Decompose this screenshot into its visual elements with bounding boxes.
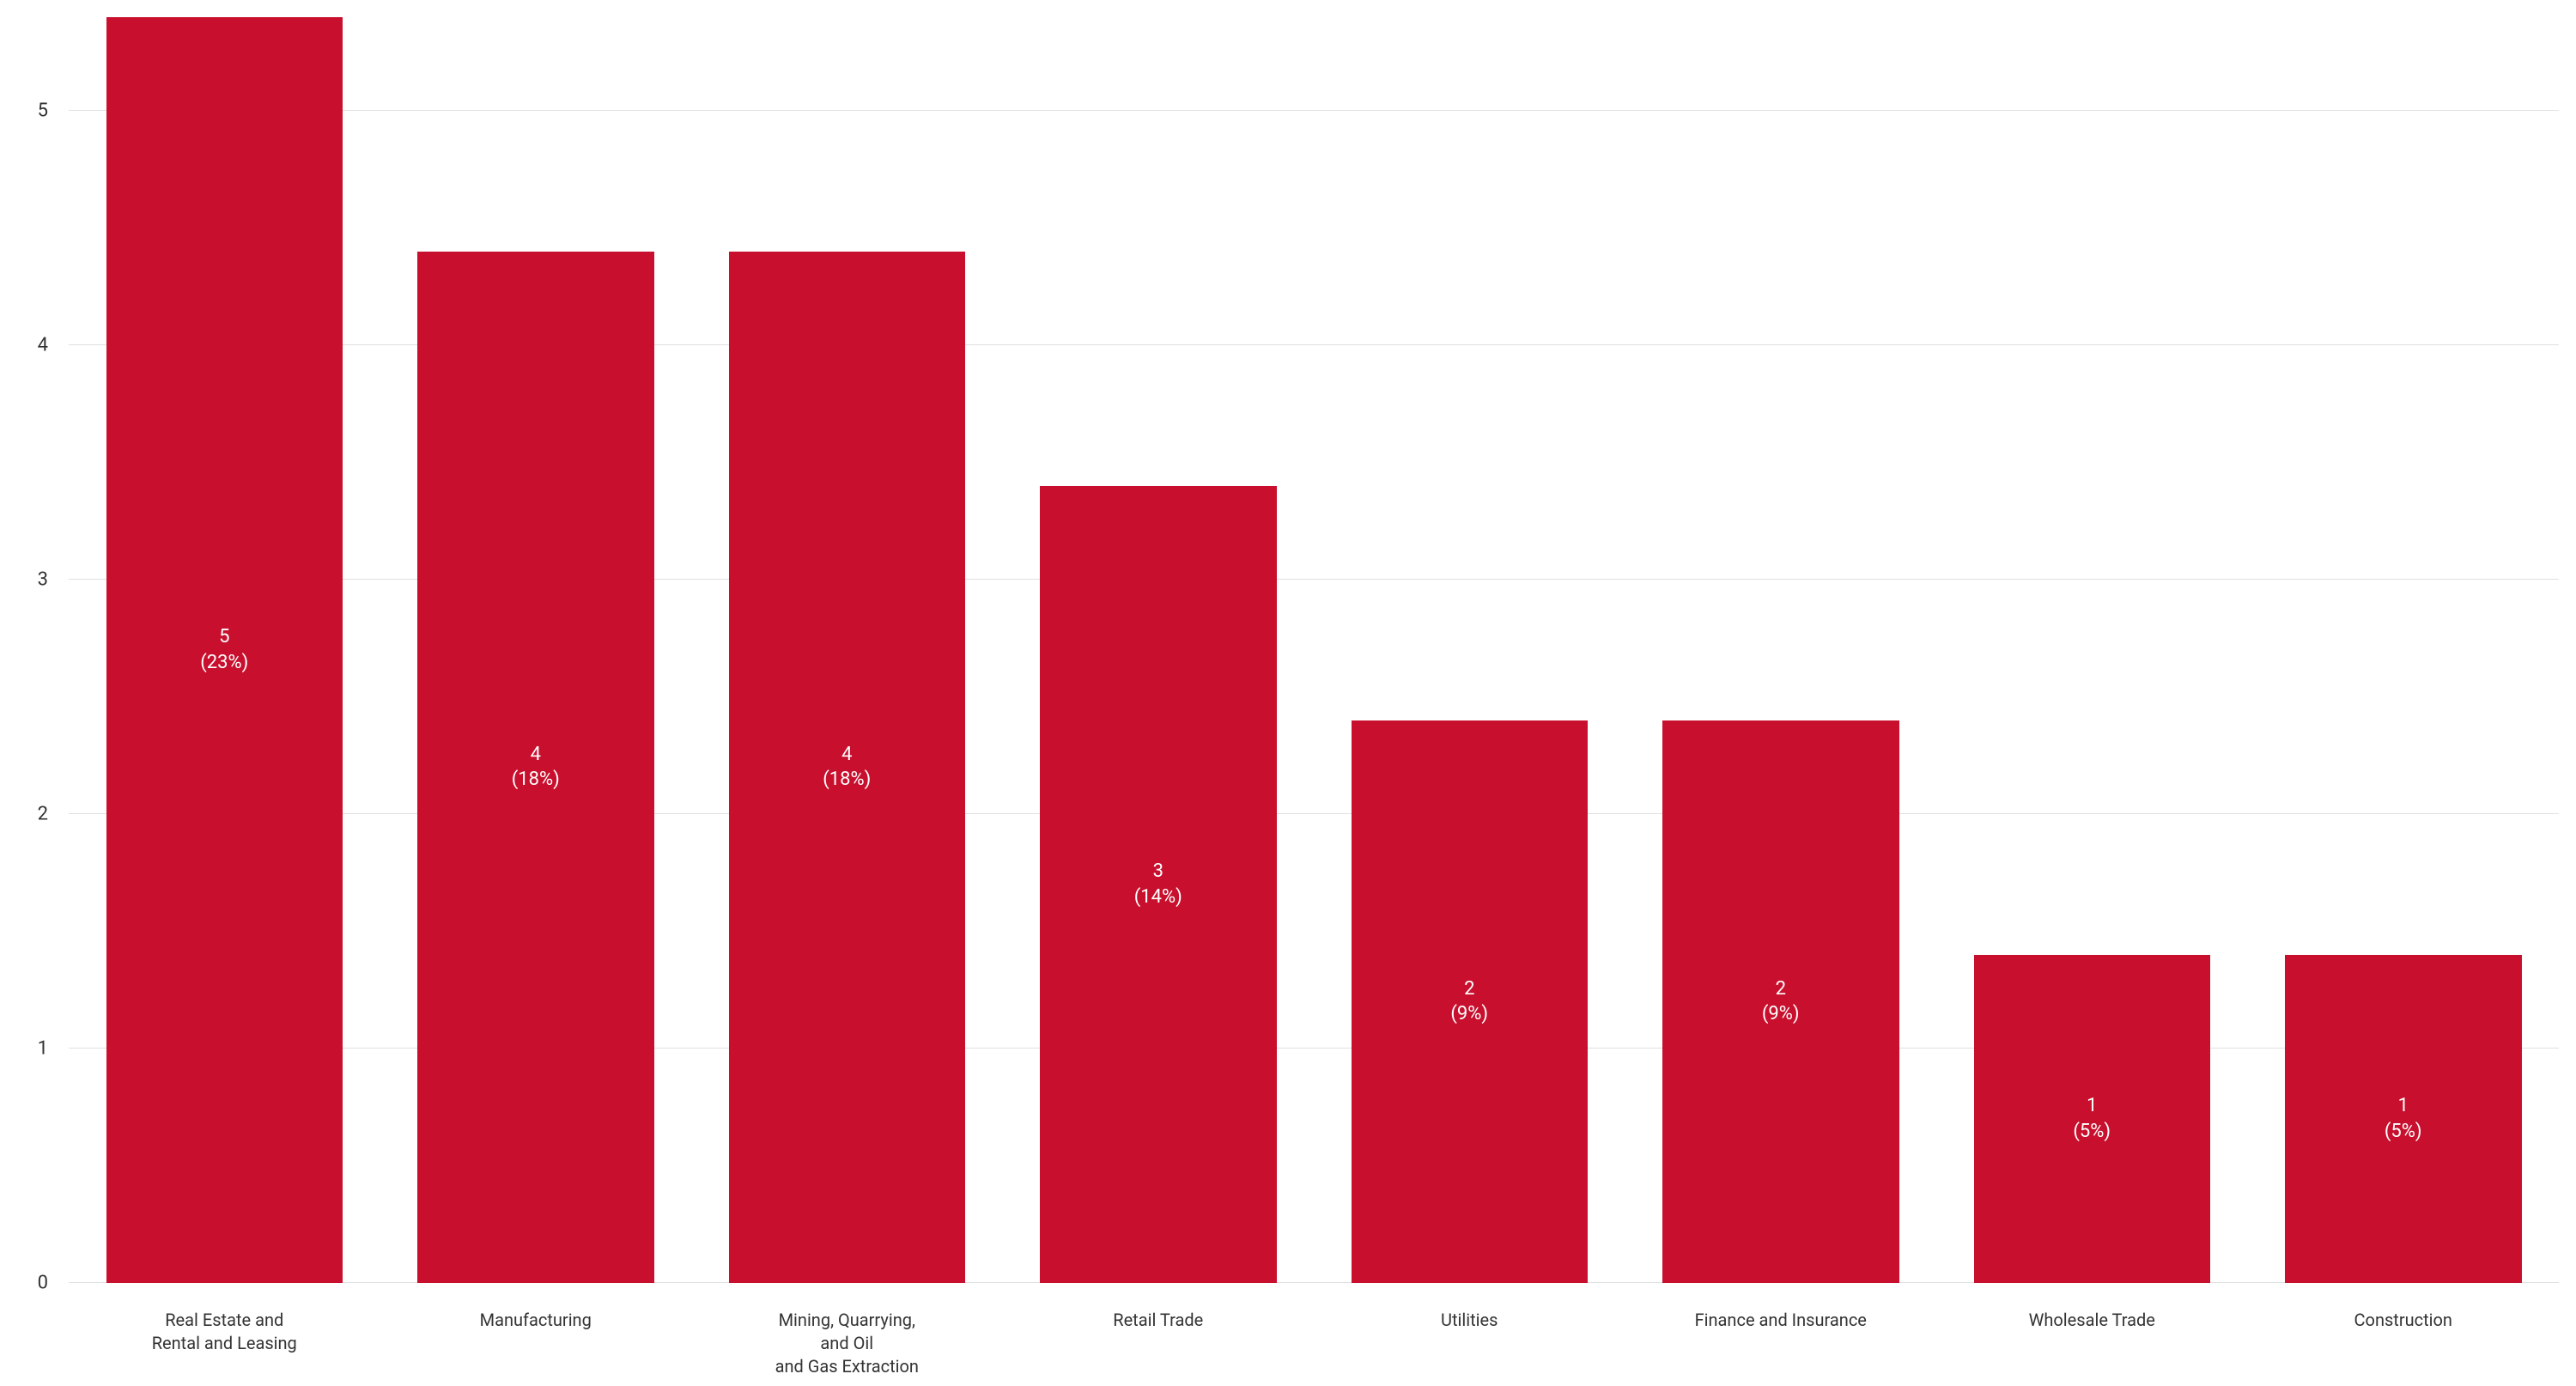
bar-value-count: 4 [841, 742, 852, 768]
x-tick-label: Construction [2248, 1283, 2560, 1332]
bar: 4(18%) [729, 252, 966, 1283]
x-tick-label: Manufacturing [380, 1283, 692, 1332]
bar-slot: 1(5%)Wholesale Trade [1936, 17, 2248, 1283]
bar: 1(5%) [2285, 955, 2522, 1283]
bar-value-count: 3 [1153, 859, 1163, 884]
x-tick-label: Retail Trade [1003, 1283, 1315, 1332]
x-tick-label: Utilities [1314, 1283, 1625, 1332]
plot-area: 0123455(23%)Real Estate and Rental and L… [69, 17, 2559, 1283]
bar-slot: 3(14%)Retail Trade [1003, 17, 1315, 1283]
bar-value-percent: (18%) [823, 767, 871, 793]
x-tick-label: Finance and Insurance [1625, 1283, 1937, 1332]
bar: 3(14%) [1040, 486, 1277, 1283]
x-tick-label: Mining, Quarrying, and Oil and Gas Extra… [691, 1283, 1003, 1378]
bar-value-percent: (14%) [1134, 884, 1182, 910]
x-tick-label: Real Estate and Rental and Leasing [69, 1283, 380, 1355]
bar-value-percent: (5%) [2073, 1119, 2111, 1145]
bar-slot: 4(18%)Manufacturing [380, 17, 692, 1283]
y-tick-label: 3 [38, 569, 69, 591]
y-tick-label: 1 [38, 1038, 69, 1060]
bar-value-count: 1 [2087, 1093, 2097, 1119]
bar-value-count: 1 [2398, 1093, 2409, 1119]
y-tick-label: 4 [38, 335, 69, 356]
y-tick-label: 5 [38, 100, 69, 122]
bar-value-count: 2 [1464, 976, 1474, 1002]
bar-slot: 1(5%)Construction [2248, 17, 2560, 1283]
bar-chart: 0123455(23%)Real Estate and Rental and L… [0, 0, 2576, 1386]
bar-value-count: 4 [531, 742, 541, 768]
bars-row: 5(23%)Real Estate and Rental and Leasing… [69, 17, 2559, 1283]
bar: 4(18%) [417, 252, 654, 1283]
bar-slot: 2(9%)Finance and Insurance [1625, 17, 1937, 1283]
bar-value-percent: (18%) [512, 767, 560, 793]
bar-slot: 4(18%)Mining, Quarrying, and Oil and Gas… [691, 17, 1003, 1283]
bar-slot: 2(9%)Utilities [1314, 17, 1625, 1283]
bar: 5(23%) [106, 17, 343, 1283]
y-tick-label: 0 [38, 1273, 69, 1294]
bar: 2(9%) [1352, 720, 1589, 1283]
bar-value-percent: (9%) [1762, 1001, 1800, 1027]
bar-value-percent: (23%) [200, 650, 248, 676]
bar-value-count: 2 [1776, 976, 1786, 1002]
bar: 1(5%) [1974, 955, 2211, 1283]
bar-value-count: 5 [219, 624, 229, 650]
y-tick-label: 2 [38, 804, 69, 825]
bar-slot: 5(23%)Real Estate and Rental and Leasing [69, 17, 380, 1283]
x-tick-label: Wholesale Trade [1936, 1283, 2248, 1332]
bar-value-percent: (9%) [1450, 1001, 1488, 1027]
bar: 2(9%) [1662, 720, 1899, 1283]
bar-value-percent: (5%) [2385, 1119, 2422, 1145]
